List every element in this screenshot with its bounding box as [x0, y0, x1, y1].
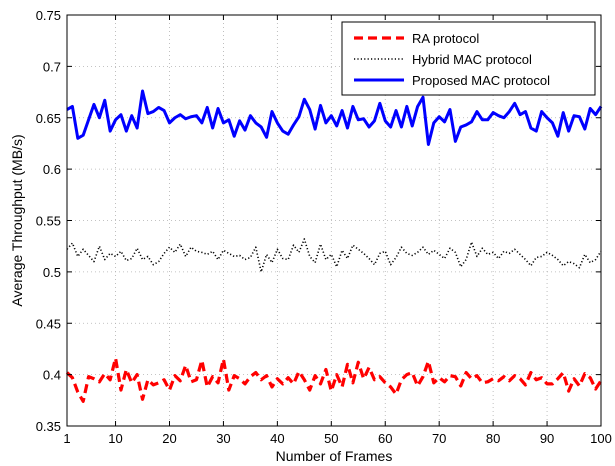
y-tick-label: 0.4 — [43, 368, 61, 383]
y-tick-label: 0.7 — [43, 59, 61, 74]
x-tick-label: 60 — [378, 431, 392, 446]
legend: RA protocol Hybrid MAC protocol Proposed M… — [341, 21, 596, 96]
x-tick-label: 40 — [270, 431, 284, 446]
legend-label-1: RA protocol — [412, 31, 479, 46]
x-tick-label: 70 — [432, 431, 446, 446]
y-tick-label: 0.65 — [36, 111, 61, 126]
y-axis-label: Average Throughput (MB/s) — [9, 134, 25, 306]
x-tick-label: 50 — [324, 431, 338, 446]
axis-ticks: 1 10 20 30 40 50 60 70 80 90 100 0.35 0.4 0.45 0.5 0.55… — [36, 8, 612, 446]
y-tick-label: 0.35 — [36, 419, 61, 434]
y-tick-label: 0.75 — [36, 8, 61, 23]
x-tick-label: 100 — [590, 431, 612, 446]
x-tick-label: 80 — [486, 431, 500, 446]
y-tick-label: 0.5 — [43, 265, 61, 280]
legend-box — [341, 21, 596, 96]
legend-label-2: Hybrid MAC protocol — [412, 52, 532, 67]
series-lines — [65, 89, 603, 403]
series-line-2 — [66, 238, 602, 273]
y-tick-label: 0.6 — [43, 162, 61, 177]
x-tick-label: 90 — [540, 431, 554, 446]
x-axis-label: Number of Frames — [276, 448, 393, 464]
x-tick-label: 1 — [63, 431, 70, 446]
series-line-1 — [65, 356, 603, 403]
legend-label-3: Proposed MAC protocol — [412, 73, 550, 88]
series-line-3 — [66, 89, 603, 146]
y-tick-label: 0.45 — [36, 316, 61, 331]
y-tick-label: 0.55 — [36, 214, 61, 229]
x-tick-label: 30 — [216, 431, 230, 446]
x-tick-label: 10 — [108, 431, 122, 446]
x-tick-label: 20 — [162, 431, 176, 446]
